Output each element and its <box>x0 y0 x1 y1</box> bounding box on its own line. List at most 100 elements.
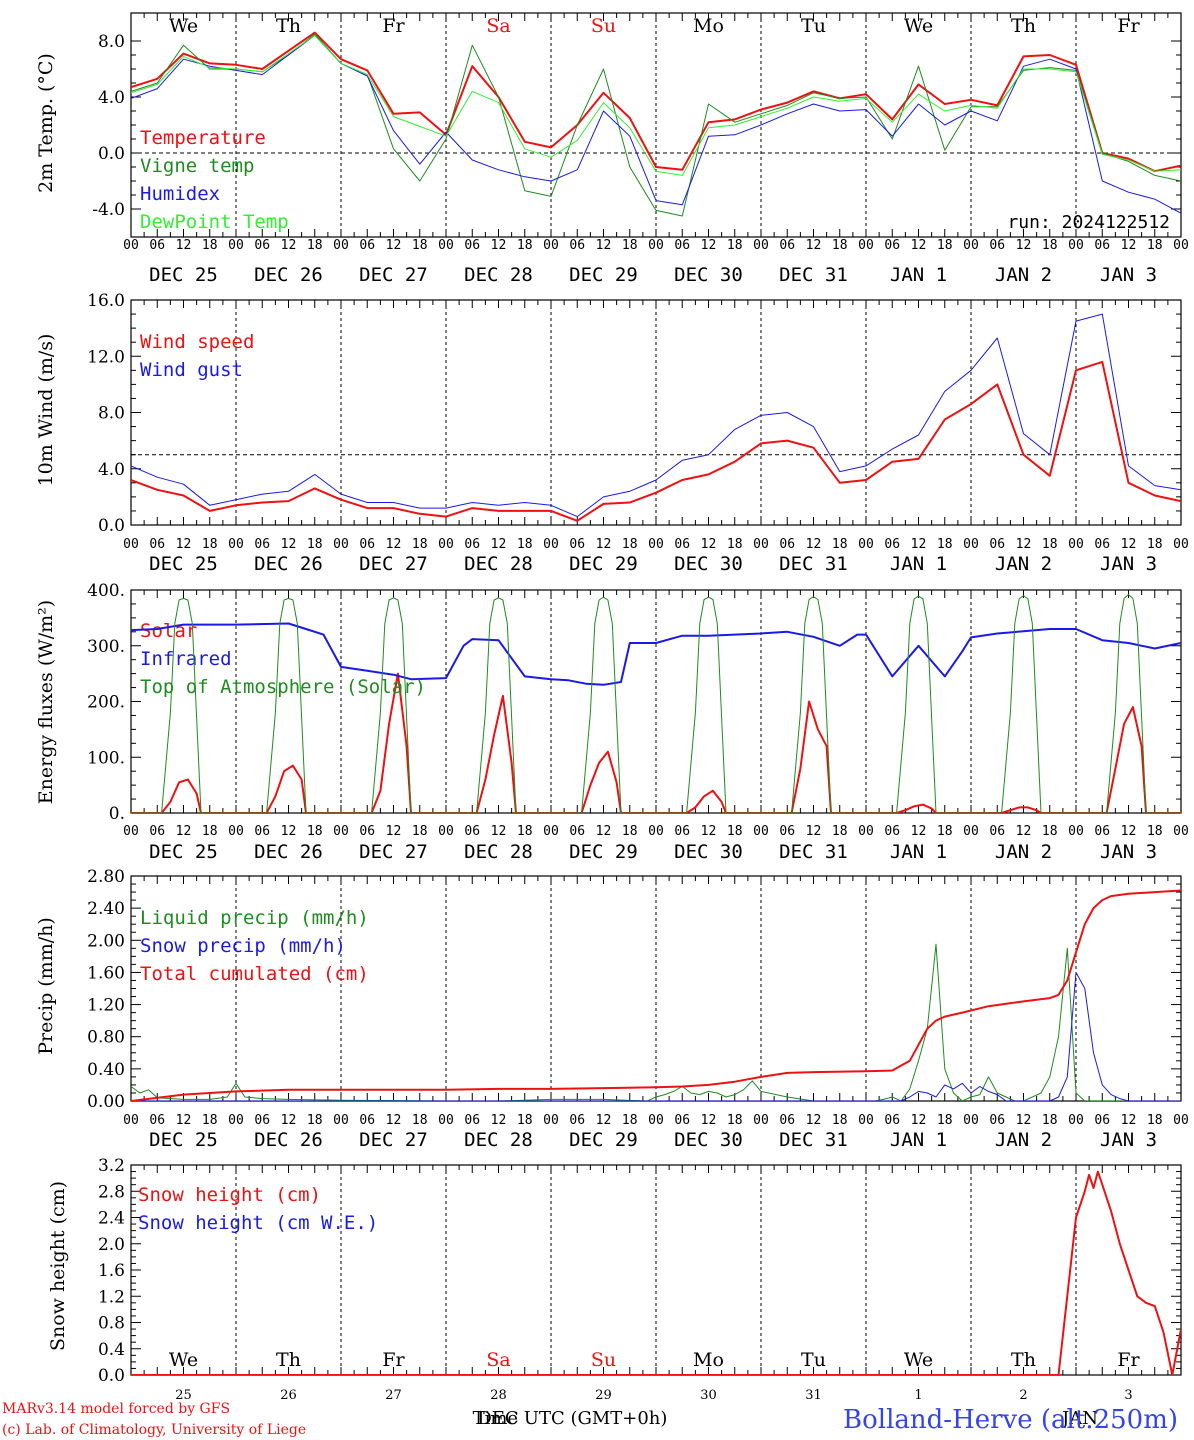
y-tick-label: 1.2 <box>98 1287 125 1307</box>
temperature-y-axis-label: 2m Temp. (°C) <box>35 53 57 193</box>
y-tick-label: 0. <box>109 804 125 824</box>
series-line-total-cumulated-cm- <box>131 889 1181 1101</box>
hour-tick-label: 12 <box>806 1113 822 1128</box>
y-tick-label: 8.0 <box>98 404 125 424</box>
y-tick-label: 12.0 <box>87 347 125 367</box>
hour-tick-label: 06 <box>464 824 480 839</box>
hour-tick-label: 12 <box>1121 824 1137 839</box>
y-tick-label: 2.00 <box>87 931 125 951</box>
y-tick-label: 2.8 <box>98 1182 125 1202</box>
hour-tick-label: 00 <box>123 537 139 552</box>
hour-tick-label: 06 <box>254 537 270 552</box>
hour-tick-label: 06 <box>359 824 375 839</box>
date-label: DEC 27 <box>359 841 428 863</box>
legend-entry: Total cumulated (cm) <box>140 963 369 985</box>
date-label: DEC 28 <box>464 553 533 575</box>
day-of-week-label: We <box>904 15 933 37</box>
date-label: DEC 25 <box>149 841 218 863</box>
date-label: DEC 29 <box>569 264 638 286</box>
hour-tick-label: 18 <box>832 1113 848 1128</box>
hour-tick-label: 18 <box>1147 537 1163 552</box>
day-number-label: 30 <box>700 1388 717 1403</box>
date-label: DEC 29 <box>569 1129 638 1151</box>
hour-tick-label: 12 <box>806 238 822 253</box>
hour-tick-label: 12 <box>596 238 612 253</box>
day-of-week-label: Fr <box>382 1349 405 1371</box>
date-label: JAN 2 <box>995 841 1052 863</box>
hour-tick-label: 06 <box>254 238 270 253</box>
hour-tick-label: 12 <box>176 1113 192 1128</box>
hour-tick-label: 06 <box>674 824 690 839</box>
y-tick-label: 100. <box>87 748 125 768</box>
hour-tick-label: 06 <box>359 1113 375 1128</box>
hour-tick-label: 18 <box>307 537 323 552</box>
y-tick-label: -4.0 <box>92 200 125 220</box>
hour-tick-label: 06 <box>1094 238 1110 253</box>
temperature-panel: 2m Temp. (°C) run: 2024122512 -4.0 0.0 4.0… <box>35 12 1189 286</box>
energy-y-axis-label: Energy fluxes (W/m²) <box>35 600 57 804</box>
hour-tick-label: 18 <box>1042 238 1058 253</box>
y-tick-label: 1.60 <box>87 963 125 983</box>
hour-tick-label: 06 <box>359 537 375 552</box>
date-label: DEC 27 <box>359 264 428 286</box>
hour-tick-label: 06 <box>989 537 1005 552</box>
hour-tick-label: 06 <box>464 537 480 552</box>
snow-y-axis-label: Snow height (cm) <box>47 1181 69 1351</box>
hour-tick-label: 00 <box>333 537 349 552</box>
legend-entry: Snow precip (mm/h) <box>140 935 346 957</box>
day-of-week-label: We <box>169 1349 198 1371</box>
y-tick-label: 0.00 <box>87 1092 125 1112</box>
hour-tick-label: 00 <box>1173 1113 1189 1128</box>
day-of-week-label: Su <box>591 1349 616 1371</box>
date-label: DEC 28 <box>464 1129 533 1151</box>
hour-tick-label: 00 <box>543 824 559 839</box>
hour-tick-label: 00 <box>228 537 244 552</box>
hour-tick-label: 18 <box>517 537 533 552</box>
hour-tick-label: 18 <box>832 824 848 839</box>
y-tick-label: 2.40 <box>87 899 125 919</box>
hour-tick-label: 00 <box>1068 824 1084 839</box>
hour-tick-label: 12 <box>911 824 927 839</box>
day-number-label: 27 <box>385 1388 402 1403</box>
hour-tick-label: 00 <box>1173 238 1189 253</box>
energy-panel: Energy fluxes (W/m²) 0. 100. 200. 300. 400. 0… <box>35 581 1189 863</box>
hour-tick-label: 18 <box>832 238 848 253</box>
legend-entry: DewPoint Temp <box>140 211 289 233</box>
hour-tick-label: 06 <box>884 1113 900 1128</box>
hour-tick-label: 12 <box>491 824 507 839</box>
hour-tick-label: 06 <box>674 238 690 253</box>
legend-entry: Wind speed <box>140 331 254 353</box>
hour-tick-label: 00 <box>753 1113 769 1128</box>
date-label: DEC 31 <box>779 553 848 575</box>
series-line-snow-precip-mm-h- <box>131 971 1181 1101</box>
series-line-top-of-atmosphere-solar- <box>131 594 1181 813</box>
hour-tick-label: 18 <box>622 537 638 552</box>
hour-tick-label: 18 <box>727 238 743 253</box>
series-line-infrared <box>131 622 1181 686</box>
y-tick-label: 0.0 <box>98 516 125 536</box>
wind-panel: 10m Wind (m/s) 0.0 4.0 8.0 12.0 16.0 00 06 12 18… <box>35 291 1189 575</box>
y-tick-label: 400. <box>87 581 125 601</box>
hour-tick-label: 12 <box>701 537 717 552</box>
hour-tick-label: 12 <box>1016 238 1032 253</box>
legend-entry: Snow height (cm) <box>138 1184 321 1206</box>
date-label: JAN 3 <box>1100 1129 1157 1151</box>
day-of-week-label: Fr <box>1117 1349 1140 1371</box>
hour-tick-label: 06 <box>569 824 585 839</box>
legend-entry: Infrared <box>140 648 232 670</box>
hour-tick-label: 00 <box>438 537 454 552</box>
hour-tick-label: 18 <box>1147 1113 1163 1128</box>
hour-tick-label: 18 <box>937 824 953 839</box>
date-label: DEC 27 <box>359 1129 428 1151</box>
hour-tick-label: 12 <box>1121 1113 1137 1128</box>
day-number-label: 2 <box>1019 1388 1027 1403</box>
hour-tick-label: 12 <box>1121 238 1137 253</box>
hour-tick-label: 06 <box>674 537 690 552</box>
hour-tick-label: 06 <box>884 824 900 839</box>
date-label: JAN 3 <box>1100 841 1157 863</box>
date-label: JAN 1 <box>890 553 947 575</box>
station-label: Bolland-Herve (alt.250m) <box>843 1405 1178 1435</box>
hour-tick-label: 18 <box>202 537 218 552</box>
day-of-week-label: Th <box>1011 1349 1036 1371</box>
